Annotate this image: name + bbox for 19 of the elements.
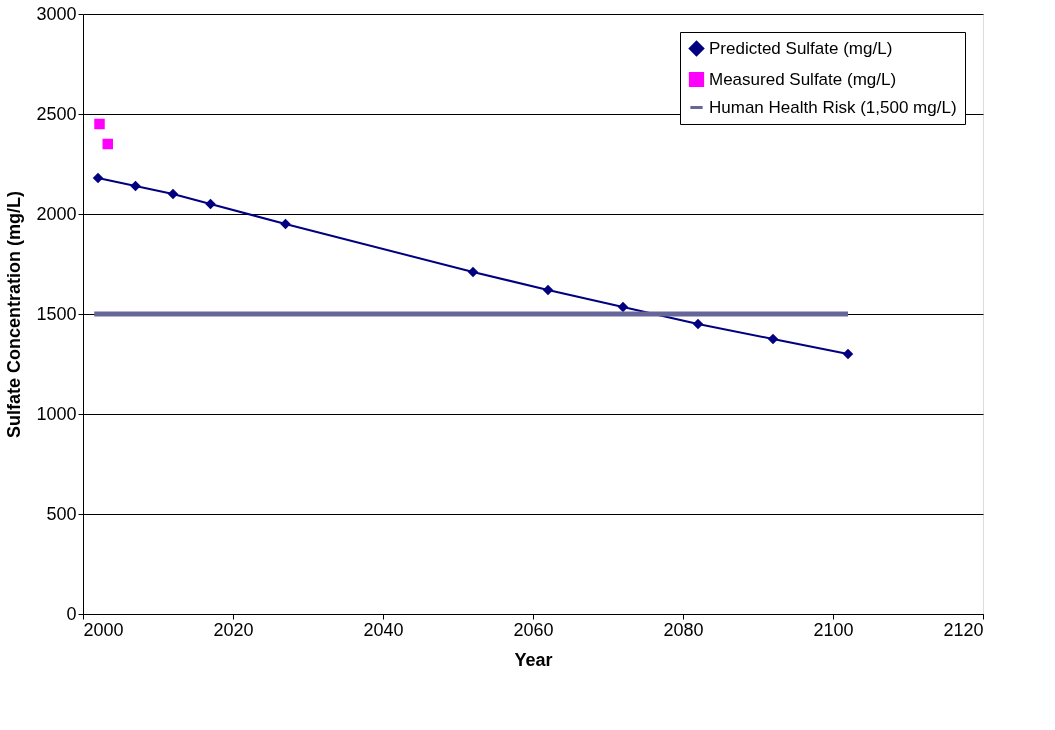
y-tick-label: 2500 bbox=[36, 103, 77, 124]
legend-label: Measured Sulfate (mg/L) bbox=[709, 69, 897, 89]
legend-label: Predicted Sulfate (mg/L) bbox=[709, 38, 893, 58]
legend-label: Human Health Risk (1,500 mg/L) bbox=[709, 97, 957, 117]
x-tick-label: 2020 bbox=[213, 619, 254, 640]
y-tick-label: 3000 bbox=[36, 3, 77, 24]
x-tick-label: 2000 bbox=[83, 619, 124, 640]
y-tick-label: 0 bbox=[66, 603, 77, 624]
y-tick-label: 500 bbox=[46, 503, 77, 524]
y-tick-label: 1500 bbox=[36, 303, 77, 324]
x-tick-label: 2040 bbox=[363, 619, 404, 640]
y-tick-label: 1000 bbox=[36, 403, 77, 424]
x-axis-title: Year bbox=[514, 649, 553, 670]
x-tick-label: 2060 bbox=[513, 619, 554, 640]
y-tick-label: 2000 bbox=[36, 203, 77, 224]
x-tick-label: 2120 bbox=[943, 619, 984, 640]
x-tick-label: 2100 bbox=[813, 619, 854, 640]
y-axis-title: Sulfate Concentration (mg/L) bbox=[4, 191, 25, 438]
x-tick-label: 2080 bbox=[663, 619, 704, 640]
